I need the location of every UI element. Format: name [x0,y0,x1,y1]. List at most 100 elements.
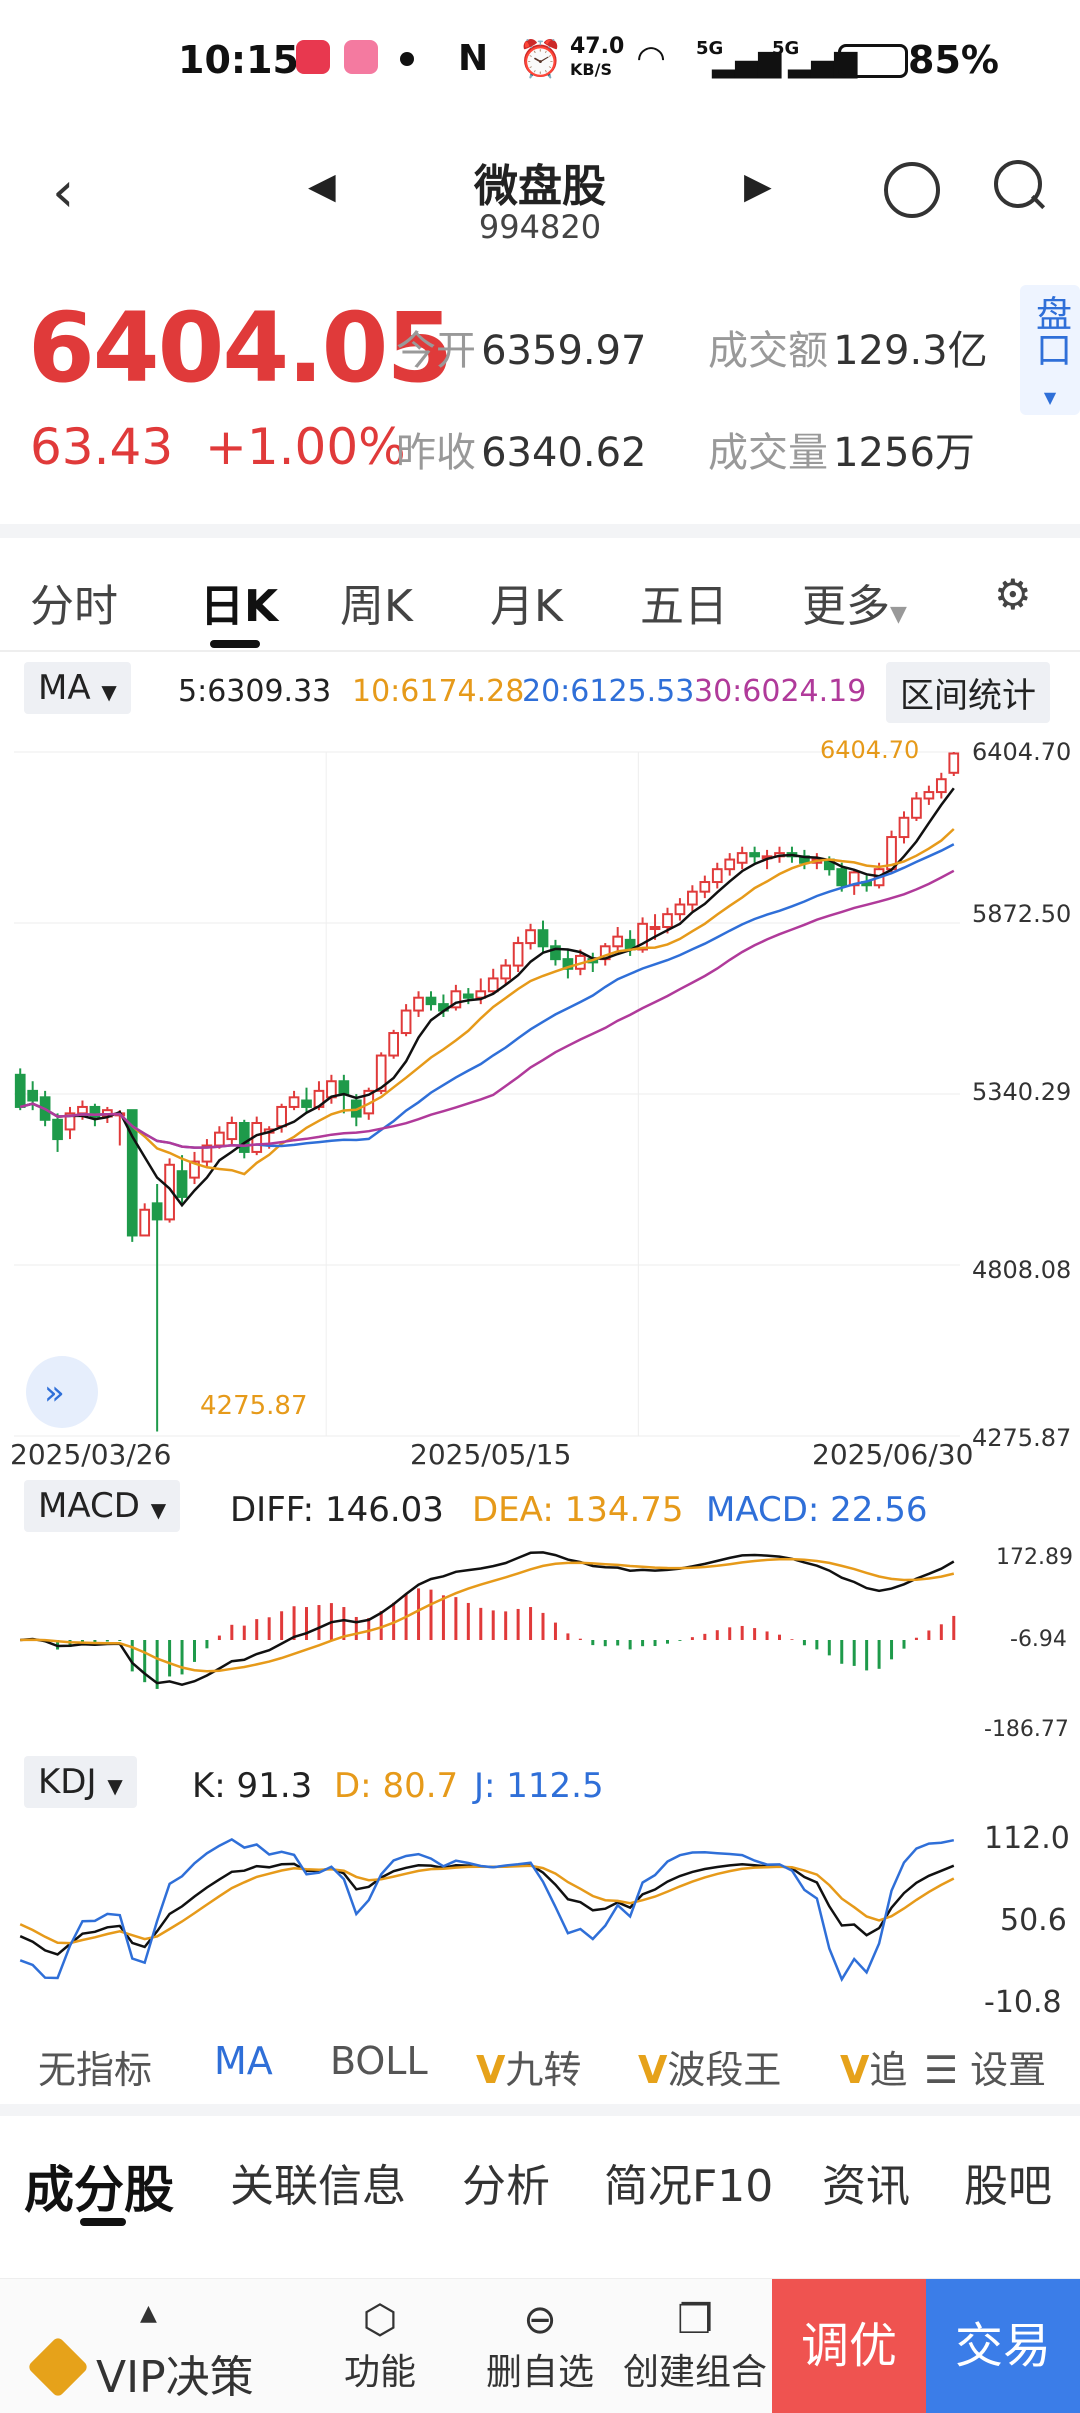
pankou-button[interactable]: 盘口 ▼ [1020,285,1080,415]
price-change: 63.43 +1.00% [30,418,406,476]
candle-body-9 [126,1109,138,1237]
create-portfolio-button[interactable]: ❐ 创建组合 [620,2279,770,2413]
back-icon[interactable]: ‹ [52,160,75,225]
battery-icon [838,44,908,78]
search-icon[interactable] [994,160,1042,208]
tab-fenshi[interactable]: 分时 [30,581,118,632]
candle-body-16 [214,1131,225,1147]
macd-diff: DIFF: 146.03 [230,1490,444,1530]
chevron-down-icon: ▼ [107,1774,123,1798]
macd-dea: DEA: 134.75 [472,1490,684,1530]
vip-button[interactable]: ▲ VIP决策 [0,2279,300,2413]
tab-month-k[interactable]: 月K [490,581,563,632]
chevron-down-icon: ▼ [890,602,907,627]
candle-body-36 [462,993,474,999]
kdj-chart: 112.0 50.6 -10.8 [19,1821,1070,2020]
ind-jiuzhuan[interactable]: V九转 [476,2048,582,2092]
date-label-2: 2025/05/15 [410,1438,571,1471]
macd-bars [31,1588,956,1689]
ind-settings[interactable]: ☰ 设置 [924,2048,1047,2092]
turnover-amount: 成交额 129.3亿 [708,328,988,374]
stock-code: 994820 [478,208,602,246]
tab-news[interactable]: 资讯 [822,2161,910,2212]
tab-more[interactable]: 更多▼ [802,581,907,632]
wifi-icon: ◠ [638,38,665,78]
signal-1-label: 5G [696,38,724,59]
settings-list-icon: ☰ [924,2048,959,2092]
candle-body-43 [550,945,561,961]
candle-body-6 [89,1105,101,1118]
date-label-1: 2025/03/26 [10,1438,171,1471]
ind-none[interactable]: 无指标 [38,2048,153,2092]
ma5-value: 5:6309.33 [178,674,332,709]
macd-lines [20,1551,955,1686]
tune-button[interactable]: 调优 [772,2279,926,2413]
kdj-legend: KDJ ▼ K: 91.3 D: 80.7 J: 112.5 [0,1752,1080,1812]
tab-forum[interactable]: 股吧 [964,2161,1052,2212]
macd-axis-3: -186.77 [984,1717,1069,1742]
settings-gear-icon[interactable]: ⚙ [994,570,1032,619]
ma30-line [19,869,955,1149]
ind-boduanwang[interactable]: V波段王 [638,2048,782,2092]
candle-body-14 [189,1160,200,1179]
candle-body-74 [935,778,947,794]
ma-selector[interactable]: MA ▼ [24,662,131,714]
candle-body-18 [238,1122,250,1153]
next-stock-icon[interactable]: ▶ [744,166,772,207]
kdj-axis-3: -10.8 [984,1985,1062,2020]
candle-body-22 [288,1096,300,1108]
candle-body-12 [164,1163,175,1221]
function-button[interactable]: ⬡ 功能 [300,2279,460,2413]
candle-body-5 [77,1105,88,1115]
axis-label-3: 5340.29 [972,1078,1071,1106]
kdj-d: D: 80.7 [334,1766,459,1806]
axis-label-2: 5872.50 [972,900,1071,928]
tab-related[interactable]: 关联信息 [230,2161,406,2212]
tab-f10[interactable]: 简况F10 [604,2161,774,2212]
ind-boll[interactable]: BOLL [330,2039,428,2083]
axis-label-5: 4275.87 [972,1424,1071,1452]
candle-body-11 [151,1202,163,1221]
candle-body-40 [512,942,524,967]
tab-five-day[interactable]: 五日 [640,581,728,632]
refresh-icon[interactable] [884,162,940,218]
current-price: 6404.05 [28,292,453,404]
kdj-selector[interactable]: KDJ ▼ [24,1756,137,1808]
double-chevron-icon: » [44,1373,65,1413]
tab-constituents[interactable]: 成分股 [24,2161,174,2219]
candle-body-57 [724,858,736,871]
candle-body-32 [413,996,424,1012]
network-speed: 47.0 KB/S [570,34,625,80]
axis-label-4: 4808.08 [972,1256,1071,1284]
prev-stock-icon[interactable]: ◀ [308,166,336,207]
candle-body-38 [487,977,499,993]
remove-watchlist-button[interactable]: ⊖ 删自选 [460,2279,620,2413]
period-tabs: 分时 日K 周K 月K 五日 更多▼ ⚙ [0,540,1080,652]
stock-name: 微盘股 [474,161,606,212]
divider [0,2104,1080,2116]
chevron-down-icon: ▼ [101,680,117,704]
open-price: 今开 6359.97 [396,328,647,374]
v-icon: V [476,2048,506,2092]
range-stats-button[interactable]: 区间统计 [886,662,1050,723]
macd-axis-1: 172.89 [996,1545,1073,1570]
tab-day-k[interactable]: 日K [200,581,279,632]
candle-body-48 [612,935,624,948]
copy-icon: ❐ [677,2297,713,2343]
macd-diff-line [20,1551,955,1686]
macd-selector[interactable]: MACD ▼ [24,1480,181,1532]
candle-body-3 [52,1118,63,1141]
kdj-axis-1: 112.0 [984,1821,1070,1856]
low-mark: 4275.87 [200,1391,308,1421]
candle-body-51 [649,926,661,931]
candlestick-chart[interactable]: 6404.70 4275.87 6404.70 5872.50 5340.29 … [0,724,1080,1484]
status-bar: 10:15 N ⏰ 47.0 KB/S ◠ 5G ▂▄▆ 5G ▂▄▆ 85% [0,0,1080,120]
ind-zhui[interactable]: V追 [840,2048,908,2092]
tab-week-k[interactable]: 周K [340,581,413,632]
tab-analysis[interactable]: 分析 [462,2161,550,2212]
expand-icon[interactable] [26,1356,98,1428]
candle-body-35 [450,990,462,1009]
trade-button[interactable]: 交易 [926,2279,1080,2413]
ind-ma[interactable]: MA [214,2039,273,2083]
bottom-bar: ▲ VIP决策 ⬡ 功能 ⊖ 删自选 ❐ 创建组合 调优 交易 [0,2278,1080,2413]
